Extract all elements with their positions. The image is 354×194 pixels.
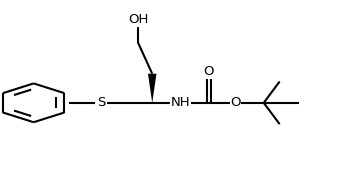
Polygon shape xyxy=(148,74,156,103)
Text: NH: NH xyxy=(171,96,190,109)
Text: OH: OH xyxy=(128,13,148,26)
Text: S: S xyxy=(97,96,105,109)
Text: O: O xyxy=(204,65,214,78)
Text: O: O xyxy=(230,96,241,109)
